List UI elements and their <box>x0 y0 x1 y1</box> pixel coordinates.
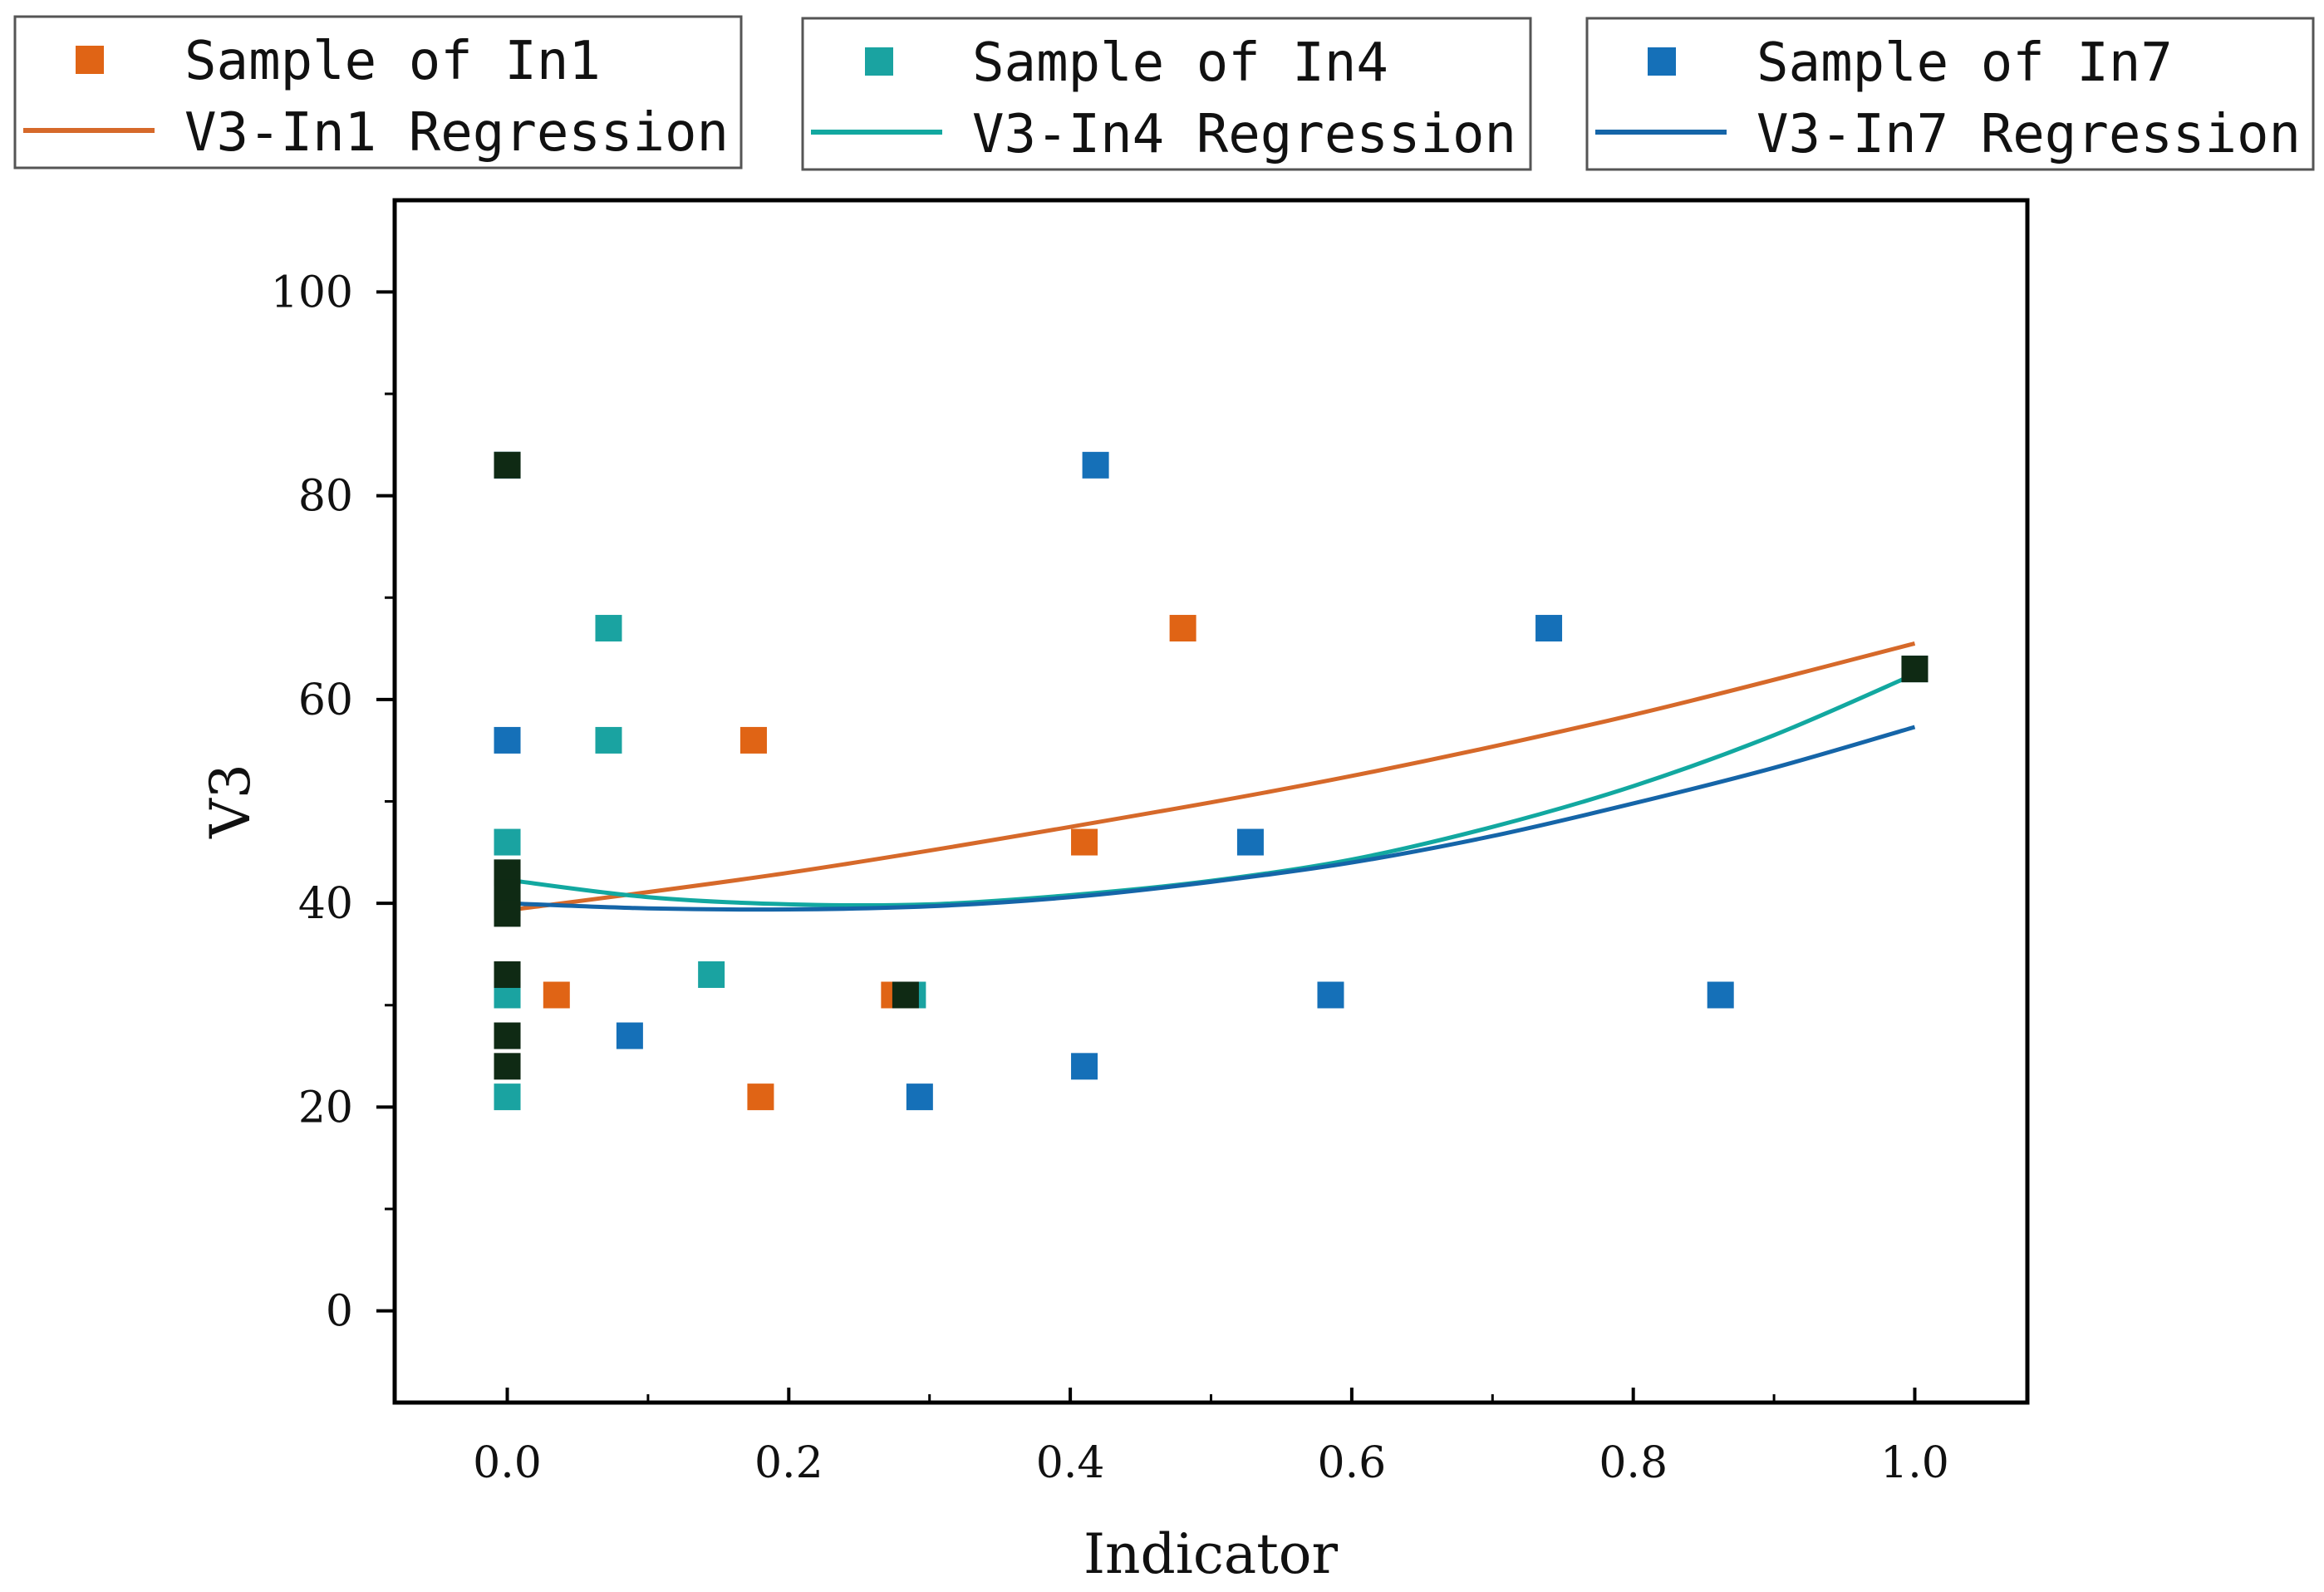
point-in7 <box>1317 981 1344 1009</box>
legend-label-in1: Sample of In1 <box>184 31 601 92</box>
point-in4 <box>494 1083 521 1111</box>
x-tick-label: 0.4 <box>1036 1438 1105 1488</box>
legend-box-in1: Sample of In1 V3-In1 Regression <box>13 15 743 170</box>
legend-box-in7: Sample of In7 V3-In7 Regression <box>1585 17 2315 171</box>
data-points <box>494 451 1928 1111</box>
point-in7 <box>494 726 521 754</box>
point-in7 <box>1071 1053 1098 1080</box>
point-in4 <box>595 615 622 642</box>
y-axis: 0 20 40 60 80 100 <box>271 268 395 1337</box>
legend: Sample of In1 V3-In1 Regression Sample o… <box>13 15 2315 171</box>
legend-marker-in4 <box>865 47 893 76</box>
point-overlap <box>494 451 521 479</box>
legend-label-in4: Sample of In4 <box>972 32 1388 94</box>
legend-box-in4: Sample of In4 V3-In4 Regression <box>801 17 1532 171</box>
y-tick-label: 20 <box>298 1083 353 1133</box>
point-overlap <box>494 1022 521 1049</box>
point-overlap <box>494 900 521 927</box>
legend-regression-label-in4: V3-In4 Regression <box>972 104 1516 165</box>
regression-lines <box>507 641 1916 913</box>
point-in7 <box>1236 828 1264 856</box>
legend-regression-label-in7: V3-In7 Regression <box>1757 104 2301 165</box>
point-in4 <box>494 828 521 856</box>
point-in1 <box>739 726 767 754</box>
y-tick-label: 0 <box>326 1287 353 1337</box>
point-in1 <box>747 1083 774 1111</box>
x-tick-label: 1.0 <box>1880 1438 1949 1488</box>
y-tick-label: 80 <box>298 472 353 522</box>
point-in7 <box>1535 615 1563 642</box>
y-tick-label: 100 <box>271 268 353 317</box>
point-overlap <box>494 961 521 988</box>
y-axis-label: V3 <box>199 764 263 839</box>
x-axis: 0.0 0.2 0.4 0.6 0.8 1.0 <box>473 1388 1949 1488</box>
point-in4 <box>698 961 725 988</box>
legend-label-in7: Sample of In7 <box>1757 32 2173 94</box>
point-in1 <box>543 981 570 1009</box>
point-in4 <box>595 726 622 754</box>
point-overlap <box>1901 656 1928 683</box>
point-in7 <box>906 1083 933 1111</box>
regression-line-in7 <box>507 725 1916 912</box>
point-in1 <box>1071 828 1098 856</box>
y-tick-label: 40 <box>298 879 353 929</box>
x-axis-label: Indicator <box>1083 1522 1339 1586</box>
y-tick-label: 60 <box>298 676 353 725</box>
regression-line-in1 <box>507 641 1916 913</box>
x-tick-label: 0.6 <box>1318 1438 1387 1488</box>
point-in7 <box>1082 451 1109 479</box>
point-in7 <box>1707 981 1734 1009</box>
point-in7 <box>616 1022 643 1049</box>
legend-marker-in7 <box>1648 47 1676 76</box>
point-in1 <box>1169 615 1196 642</box>
x-tick-label: 0.2 <box>754 1438 823 1488</box>
legend-marker-in1 <box>76 46 104 74</box>
legend-regression-label-in1: V3-In1 Regression <box>184 102 729 164</box>
point-overlap <box>494 1053 521 1080</box>
point-overlap <box>892 981 919 1009</box>
x-tick-label: 0.8 <box>1599 1438 1668 1488</box>
x-tick-label: 0.0 <box>473 1438 542 1488</box>
